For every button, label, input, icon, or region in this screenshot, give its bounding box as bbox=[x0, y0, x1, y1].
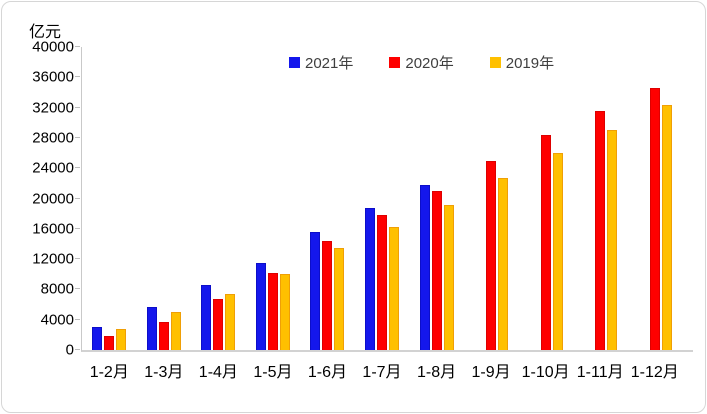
y-tick-label-32000: 32000 bbox=[32, 99, 74, 117]
bar-2020年-1-12月 bbox=[649, 87, 660, 350]
bar-2020年-1-9月 bbox=[486, 161, 497, 350]
bar-2019年-1-11月 bbox=[607, 129, 618, 350]
y-tick-label-28000: 28000 bbox=[32, 129, 74, 147]
y-tick-mark bbox=[75, 167, 80, 169]
x-category-label-1-3月: 1-3月 bbox=[144, 364, 184, 381]
bar-group-1-10月: 1-10月 bbox=[518, 47, 573, 381]
legend-item-2020年: 2020年 bbox=[389, 52, 454, 73]
legend-swatch-icon bbox=[389, 57, 401, 68]
bar-2020年-1-2月 bbox=[104, 336, 115, 350]
bar-group-1-2月: 1-2月 bbox=[82, 47, 137, 381]
y-tick-mark bbox=[75, 136, 80, 138]
bar-2019年-1-9月 bbox=[498, 178, 509, 350]
x-category-label-1-10月: 1-10月 bbox=[521, 364, 570, 381]
bar-2020年-1-11月 bbox=[595, 111, 606, 350]
bar-group-1-9月: 1-9月 bbox=[464, 47, 519, 381]
y-tick-mark bbox=[75, 349, 80, 350]
bar-2019年-1-7月 bbox=[389, 226, 399, 350]
y-tick-label-40000: 40000 bbox=[32, 38, 74, 56]
chart-legend: 2021年 2020年 2019年 bbox=[289, 52, 554, 73]
y-tick-mark bbox=[75, 197, 80, 199]
y-tick-mark bbox=[75, 106, 80, 108]
y-tick-mark bbox=[75, 227, 80, 229]
bar-groups: 1-2月 1-3月 1-4月 1-5月 1-6月 1-7月 1-8月 1-9月 1-10月 1-1… bbox=[82, 47, 682, 381]
x-category-label-1-8月: 1-8月 bbox=[416, 364, 457, 381]
bar-group-1-7月: 1-7月 bbox=[355, 47, 410, 381]
y-axis-unit-label: 亿元 bbox=[29, 24, 62, 41]
bar-group-1-8月: 1-8月 bbox=[409, 47, 464, 381]
legend-item-2021年: 2021年 bbox=[289, 52, 353, 73]
legend-label: 2019年 bbox=[505, 55, 555, 72]
bar-2019年-1-8月 bbox=[443, 205, 454, 350]
y-tick-label-0: 0 bbox=[65, 341, 74, 359]
legend-label: 2021年 bbox=[305, 55, 354, 72]
x-category-label-1-7月: 1-7月 bbox=[362, 364, 402, 381]
bar-2021年-1-3月 bbox=[146, 306, 157, 350]
y-tick-mark bbox=[75, 288, 80, 290]
bar-2020年-1-7月 bbox=[377, 214, 387, 350]
bar-2020年-1-3月 bbox=[158, 321, 169, 350]
bar-2019年-1-2月 bbox=[116, 329, 127, 350]
y-tick-label-4000: 4000 bbox=[40, 311, 74, 329]
bar-2020年-1-5月 bbox=[267, 273, 278, 350]
y-tick-mark bbox=[75, 46, 80, 47]
bar-2021年-1-4月 bbox=[201, 285, 212, 350]
y-tick-label-16000: 16000 bbox=[32, 220, 74, 238]
x-category-label-1-11月: 1-11月 bbox=[576, 364, 624, 381]
bar-2020年-1-8月 bbox=[431, 190, 442, 350]
x-category-label-1-9月: 1-9月 bbox=[471, 364, 511, 381]
y-tick-mark bbox=[75, 258, 80, 260]
y-tick-label-8000: 8000 bbox=[40, 280, 74, 298]
x-category-label-1-5月: 1-5月 bbox=[253, 364, 293, 381]
y-tick-label-24000: 24000 bbox=[32, 159, 74, 177]
bar-2020年-1-10月 bbox=[540, 134, 551, 350]
bar-group-1-3月: 1-3月 bbox=[137, 47, 192, 381]
bar-2019年-1-5月 bbox=[279, 273, 290, 350]
x-category-label-1-2月: 1-2月 bbox=[89, 364, 129, 381]
bar-2019年-1-6月 bbox=[334, 247, 345, 350]
bar-2019年-1-3月 bbox=[170, 312, 181, 350]
bar-2020年-1-6月 bbox=[322, 241, 333, 350]
y-tick-label-20000: 20000 bbox=[32, 190, 74, 207]
legend-swatch-icon bbox=[489, 57, 501, 68]
bar-2019年-1-4月 bbox=[225, 294, 236, 350]
bar-2021年-1-6月 bbox=[310, 231, 321, 350]
legend-swatch-icon bbox=[289, 57, 300, 68]
x-category-label-1-12月: 1-12月 bbox=[630, 364, 679, 381]
x-category-label-1-6月: 1-6月 bbox=[307, 364, 348, 381]
bar-2019年-1-12月 bbox=[661, 105, 672, 350]
bar-group-1-12月: 1-12月 bbox=[627, 47, 682, 381]
bar-2019年-1-10月 bbox=[552, 153, 563, 350]
plot-area: 1-2月 1-3月 1-4月 1-5月 1-6月 1-7月 1-8月 1-9月 1-10月 1-1… bbox=[32, 40, 693, 381]
bar-group-1-4月: 1-4月 bbox=[191, 47, 246, 381]
bar-2021年-1-7月 bbox=[365, 207, 375, 350]
bar-2021年-1-8月 bbox=[419, 184, 430, 350]
x-category-label-1-4月: 1-4月 bbox=[198, 364, 238, 381]
bar-group-1-5月: 1-5月 bbox=[246, 47, 301, 381]
bar-2021年-1-2月 bbox=[92, 326, 103, 350]
bar-group-1-6月: 1-6月 bbox=[300, 47, 355, 381]
bar-2020年-1-4月 bbox=[213, 298, 224, 350]
y-tick-mark bbox=[75, 318, 80, 320]
y-tick-label-36000: 36000 bbox=[32, 68, 74, 86]
legend-label: 2020年 bbox=[405, 55, 454, 72]
bar-group-1-11月: 1-11月 bbox=[573, 47, 628, 381]
legend-item-2019年: 2019年 bbox=[489, 52, 555, 73]
y-tick-mark bbox=[75, 76, 80, 78]
bar-2021年-1-5月 bbox=[255, 262, 266, 350]
y-tick-label-12000: 12000 bbox=[32, 250, 74, 268]
